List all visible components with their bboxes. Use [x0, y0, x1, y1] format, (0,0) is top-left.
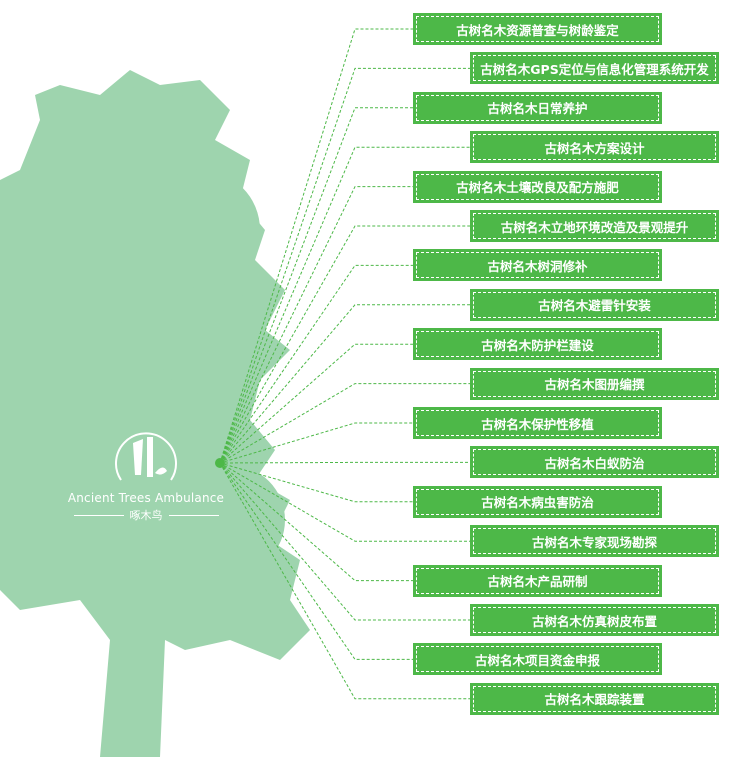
connector-line [219, 67, 470, 464]
service-item-label: 古树名木防护栏建设 [416, 331, 659, 358]
service-item: 古树名木跟踪装置 [470, 682, 719, 715]
service-item-label: 古树名木GPS定位与信息化管理系统开发 [473, 55, 716, 82]
service-item-label: 古树名木项目资金申报 [416, 646, 659, 673]
service-item: 古树名木资源普查与树龄鉴定 [413, 13, 662, 45]
logo-name-en: Ancient Trees Ambulance [67, 491, 225, 505]
service-item-label: 古树名木仿真树皮布置 [473, 607, 716, 633]
service-item: 古树名木白蚁防治 [470, 446, 719, 479]
connector-line [219, 462, 413, 660]
service-item: 古树名木立地环境改造及景观提升 [470, 210, 719, 242]
service-item: 古树名木图册编撰 [470, 367, 719, 400]
service-item: 古树名木树洞修补 [413, 249, 662, 282]
connector-line [219, 461, 470, 464]
service-item: 古树名木项目资金申报 [413, 643, 662, 676]
service-item-label: 古树名木图册编撰 [473, 370, 716, 397]
service-item-label: 古树名木立地环境改造及景观提升 [473, 213, 716, 239]
service-item: 古树名木GPS定位与信息化管理系统开发 [470, 52, 719, 85]
service-item: 古树名木保护性移植 [413, 407, 662, 439]
woodpecker-icon [115, 432, 177, 481]
connector-line [219, 107, 413, 464]
service-item-label: 古树名木资源普查与树龄鉴定 [416, 16, 659, 42]
service-item-label: 古树名木日常养护 [416, 94, 659, 121]
connector-line [219, 462, 470, 621]
connector-line [219, 146, 470, 464]
connector-line [219, 462, 413, 582]
service-item-label: 古树名木方案设计 [473, 134, 716, 161]
connector-line [219, 462, 470, 700]
service-item-label: 古树名木土壤改良及配方施肥 [416, 173, 659, 200]
logo: Ancient Trees Ambulance 啄木鸟 [66, 425, 226, 523]
connector-line [219, 462, 413, 503]
service-item: 古树名木日常养护 [413, 91, 662, 124]
service-item-label: 古树名木白蚁防治 [473, 449, 716, 476]
service-item-label: 古树名木树洞修补 [416, 252, 659, 279]
service-item-label: 古树名木病虫害防治 [416, 488, 659, 515]
service-item-label: 古树名木跟踪装置 [473, 685, 716, 712]
connector-line [219, 422, 413, 464]
service-item: 古树名木产品研制 [413, 564, 662, 597]
service-item-label: 古树名木产品研制 [416, 567, 659, 594]
service-item: 古树名木防护栏建设 [413, 328, 662, 361]
hub-dot [215, 458, 225, 468]
service-item: 古树名木仿真树皮布置 [470, 604, 719, 636]
service-item: 古树名木避雷针安装 [470, 288, 719, 321]
service-item: 古树名木病虫害防治 [413, 485, 662, 518]
service-item-label: 古树名木保护性移植 [416, 410, 659, 436]
connector-line [219, 264, 413, 464]
service-item: 古树名木方案设计 [470, 131, 719, 164]
connector-line [219, 186, 413, 464]
service-item: 古树名木专家现场勘探 [470, 525, 719, 558]
service-item: 古树名木土壤改良及配方施肥 [413, 170, 662, 203]
connector-line [219, 304, 470, 464]
connector-line [219, 28, 413, 464]
service-item-label: 古树名木避雷针安装 [473, 291, 716, 318]
logo-name-cn: 啄木鸟 [129, 509, 163, 522]
connector-line [219, 462, 470, 542]
connector-line [219, 225, 470, 464]
connector-line [219, 383, 470, 464]
service-item-label: 古树名木专家现场勘探 [473, 528, 716, 555]
